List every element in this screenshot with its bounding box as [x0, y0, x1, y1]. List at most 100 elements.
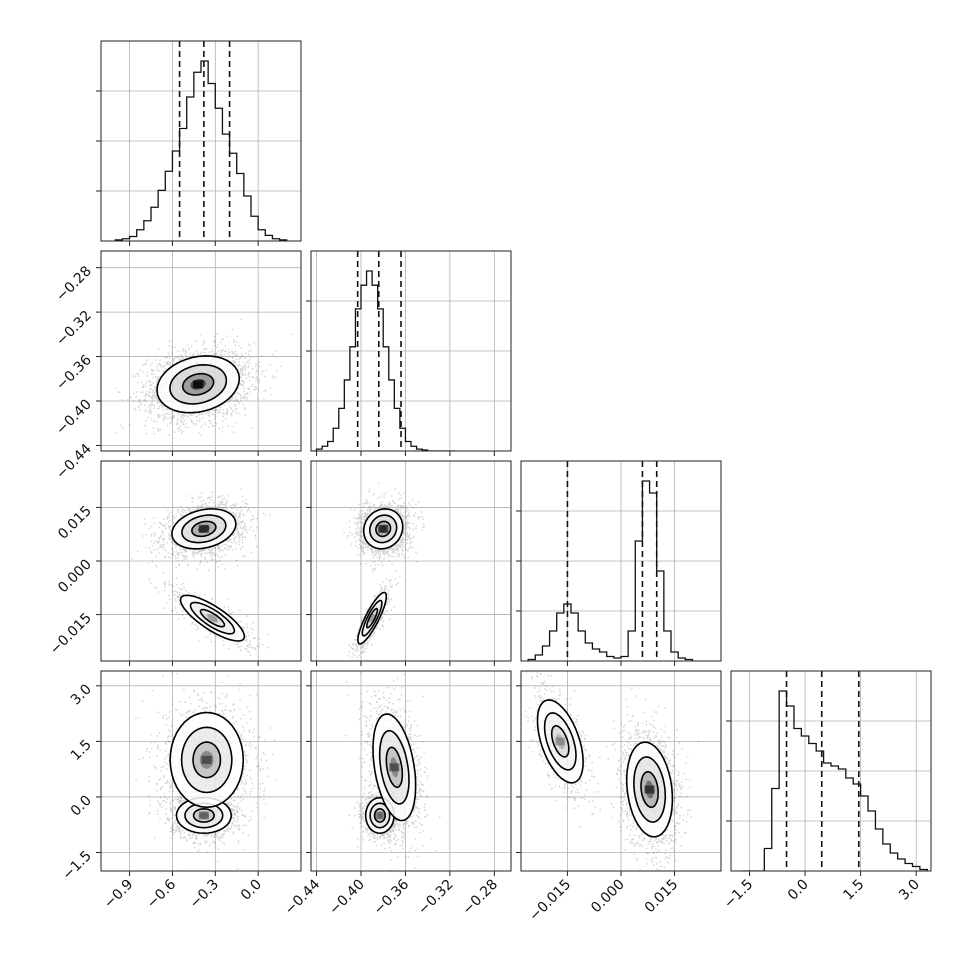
- density-peak: [367, 614, 378, 623]
- y-tick-label: −0.36: [53, 352, 95, 394]
- contour-1-0: [169, 711, 245, 809]
- x-axis-3: −1.5 0.0 1.5 3.0: [721, 871, 923, 912]
- density-peak: [198, 811, 209, 820]
- contour-0-1: [369, 802, 391, 829]
- density-shade: [390, 757, 399, 778]
- hist-panel-0: [96, 40, 302, 242]
- histogram-0: [114, 60, 288, 241]
- x-tick-label: −1.5: [721, 877, 756, 912]
- y-tick-label: −0.28: [53, 263, 95, 305]
- y-tick-label: 1.5: [68, 737, 95, 764]
- x-tick-label: −0.9: [101, 877, 136, 912]
- scatter-panel-0-3: [100, 670, 302, 872]
- contour-1-0: [372, 713, 417, 822]
- density-shade: [200, 609, 225, 627]
- scatter-panel-1-2: [310, 460, 512, 662]
- y-tick-label: 0.0: [68, 792, 95, 819]
- density-shade: [198, 812, 209, 819]
- density-shade: [193, 742, 221, 778]
- hist-panel-3: [726, 670, 932, 872]
- density-peak: [201, 755, 212, 764]
- density-peak: [389, 763, 400, 772]
- contour-0-0: [364, 796, 395, 835]
- contour-0-1: [543, 712, 577, 771]
- contour-0-0: [536, 699, 584, 784]
- contour-0-1: [369, 514, 398, 544]
- density-mask: [537, 699, 584, 783]
- y-tick-label: 0.015: [55, 503, 95, 543]
- hist-panel-1: [306, 250, 512, 452]
- density-shade: [193, 808, 215, 823]
- contour-1-1: [361, 599, 383, 637]
- contour-1-0: [179, 594, 246, 642]
- y-tick-label: −0.44: [53, 441, 95, 483]
- scatter-panel-1-3: [310, 670, 512, 872]
- density-peak: [644, 785, 655, 794]
- y-tick-label: 3.0: [68, 681, 95, 708]
- contour-1-1: [378, 729, 410, 805]
- density-mask: [373, 714, 416, 821]
- density-shade: [199, 751, 214, 769]
- density-shade: [379, 730, 409, 804]
- y-tick-label: −1.5: [59, 848, 94, 883]
- panel-frame: [730, 670, 932, 872]
- x-tick-label: −0.015: [526, 877, 574, 925]
- contour-0-0: [156, 355, 241, 414]
- contour-1-2: [385, 746, 404, 789]
- panel-frame: [100, 670, 302, 872]
- x-tick-label: 1.5: [840, 877, 867, 904]
- density-peak: [207, 614, 218, 623]
- scatter-panel-2-3: [520, 670, 722, 872]
- density-mask: [357, 592, 387, 644]
- density-shade: [366, 608, 378, 628]
- x-tick-label: −0.3: [187, 877, 222, 912]
- contour-0-2: [181, 372, 215, 396]
- histogram-2: [527, 480, 694, 661]
- panel-frame: [100, 40, 302, 242]
- y-tick-label: −0.32: [53, 308, 95, 350]
- scatter-panel-0-2: [100, 460, 302, 662]
- x-tick-label: 0.0: [238, 877, 265, 904]
- contour-0-2: [191, 520, 217, 538]
- x-tick-label: 0.000: [588, 877, 628, 917]
- x-tick-label: 0.015: [642, 877, 682, 917]
- contour-0-2: [375, 520, 392, 538]
- x-tick-label: −0.6: [144, 876, 179, 911]
- hist-panel-2: [516, 460, 722, 662]
- contour-1-1: [633, 756, 667, 823]
- contour-0-0: [171, 508, 237, 550]
- y-tick-label: −0.015: [47, 610, 95, 658]
- density-peak: [198, 524, 209, 533]
- scatter-panel-0-1: [100, 250, 302, 452]
- x-tick-label: 3.0: [896, 877, 923, 904]
- x-tick-label: −0.40: [326, 877, 368, 919]
- panel-frame: [310, 250, 512, 452]
- density-shade: [185, 803, 223, 828]
- x-tick-label: 0.0: [785, 877, 812, 904]
- panel-frame: [310, 670, 512, 872]
- contour-0-1: [169, 363, 228, 405]
- panel-frame: [100, 250, 302, 452]
- density-shade: [377, 812, 383, 819]
- x-tick-label: −0.32: [415, 877, 457, 919]
- x-tick-label: −0.28: [460, 877, 502, 919]
- y-tick-label: −0.40: [53, 397, 95, 439]
- contour-0-2: [550, 724, 570, 758]
- panel-background: [101, 251, 301, 451]
- density-peak: [193, 380, 204, 389]
- density-peak: [555, 737, 566, 746]
- histogram-1: [311, 270, 456, 451]
- density-shade: [369, 613, 375, 623]
- density-shade: [386, 747, 403, 788]
- contour-0-0: [362, 508, 404, 550]
- contour-1-0: [357, 591, 388, 645]
- density-shade: [374, 808, 386, 823]
- contour-1-2: [199, 608, 226, 628]
- density-peak: [378, 524, 389, 533]
- density-mask: [180, 595, 245, 641]
- y-axis-1: −0.44−0.40−0.36−0.32−0.28: [53, 263, 101, 483]
- contour-1-0: [625, 741, 674, 838]
- density-shade: [181, 727, 232, 793]
- density-shade: [206, 613, 219, 623]
